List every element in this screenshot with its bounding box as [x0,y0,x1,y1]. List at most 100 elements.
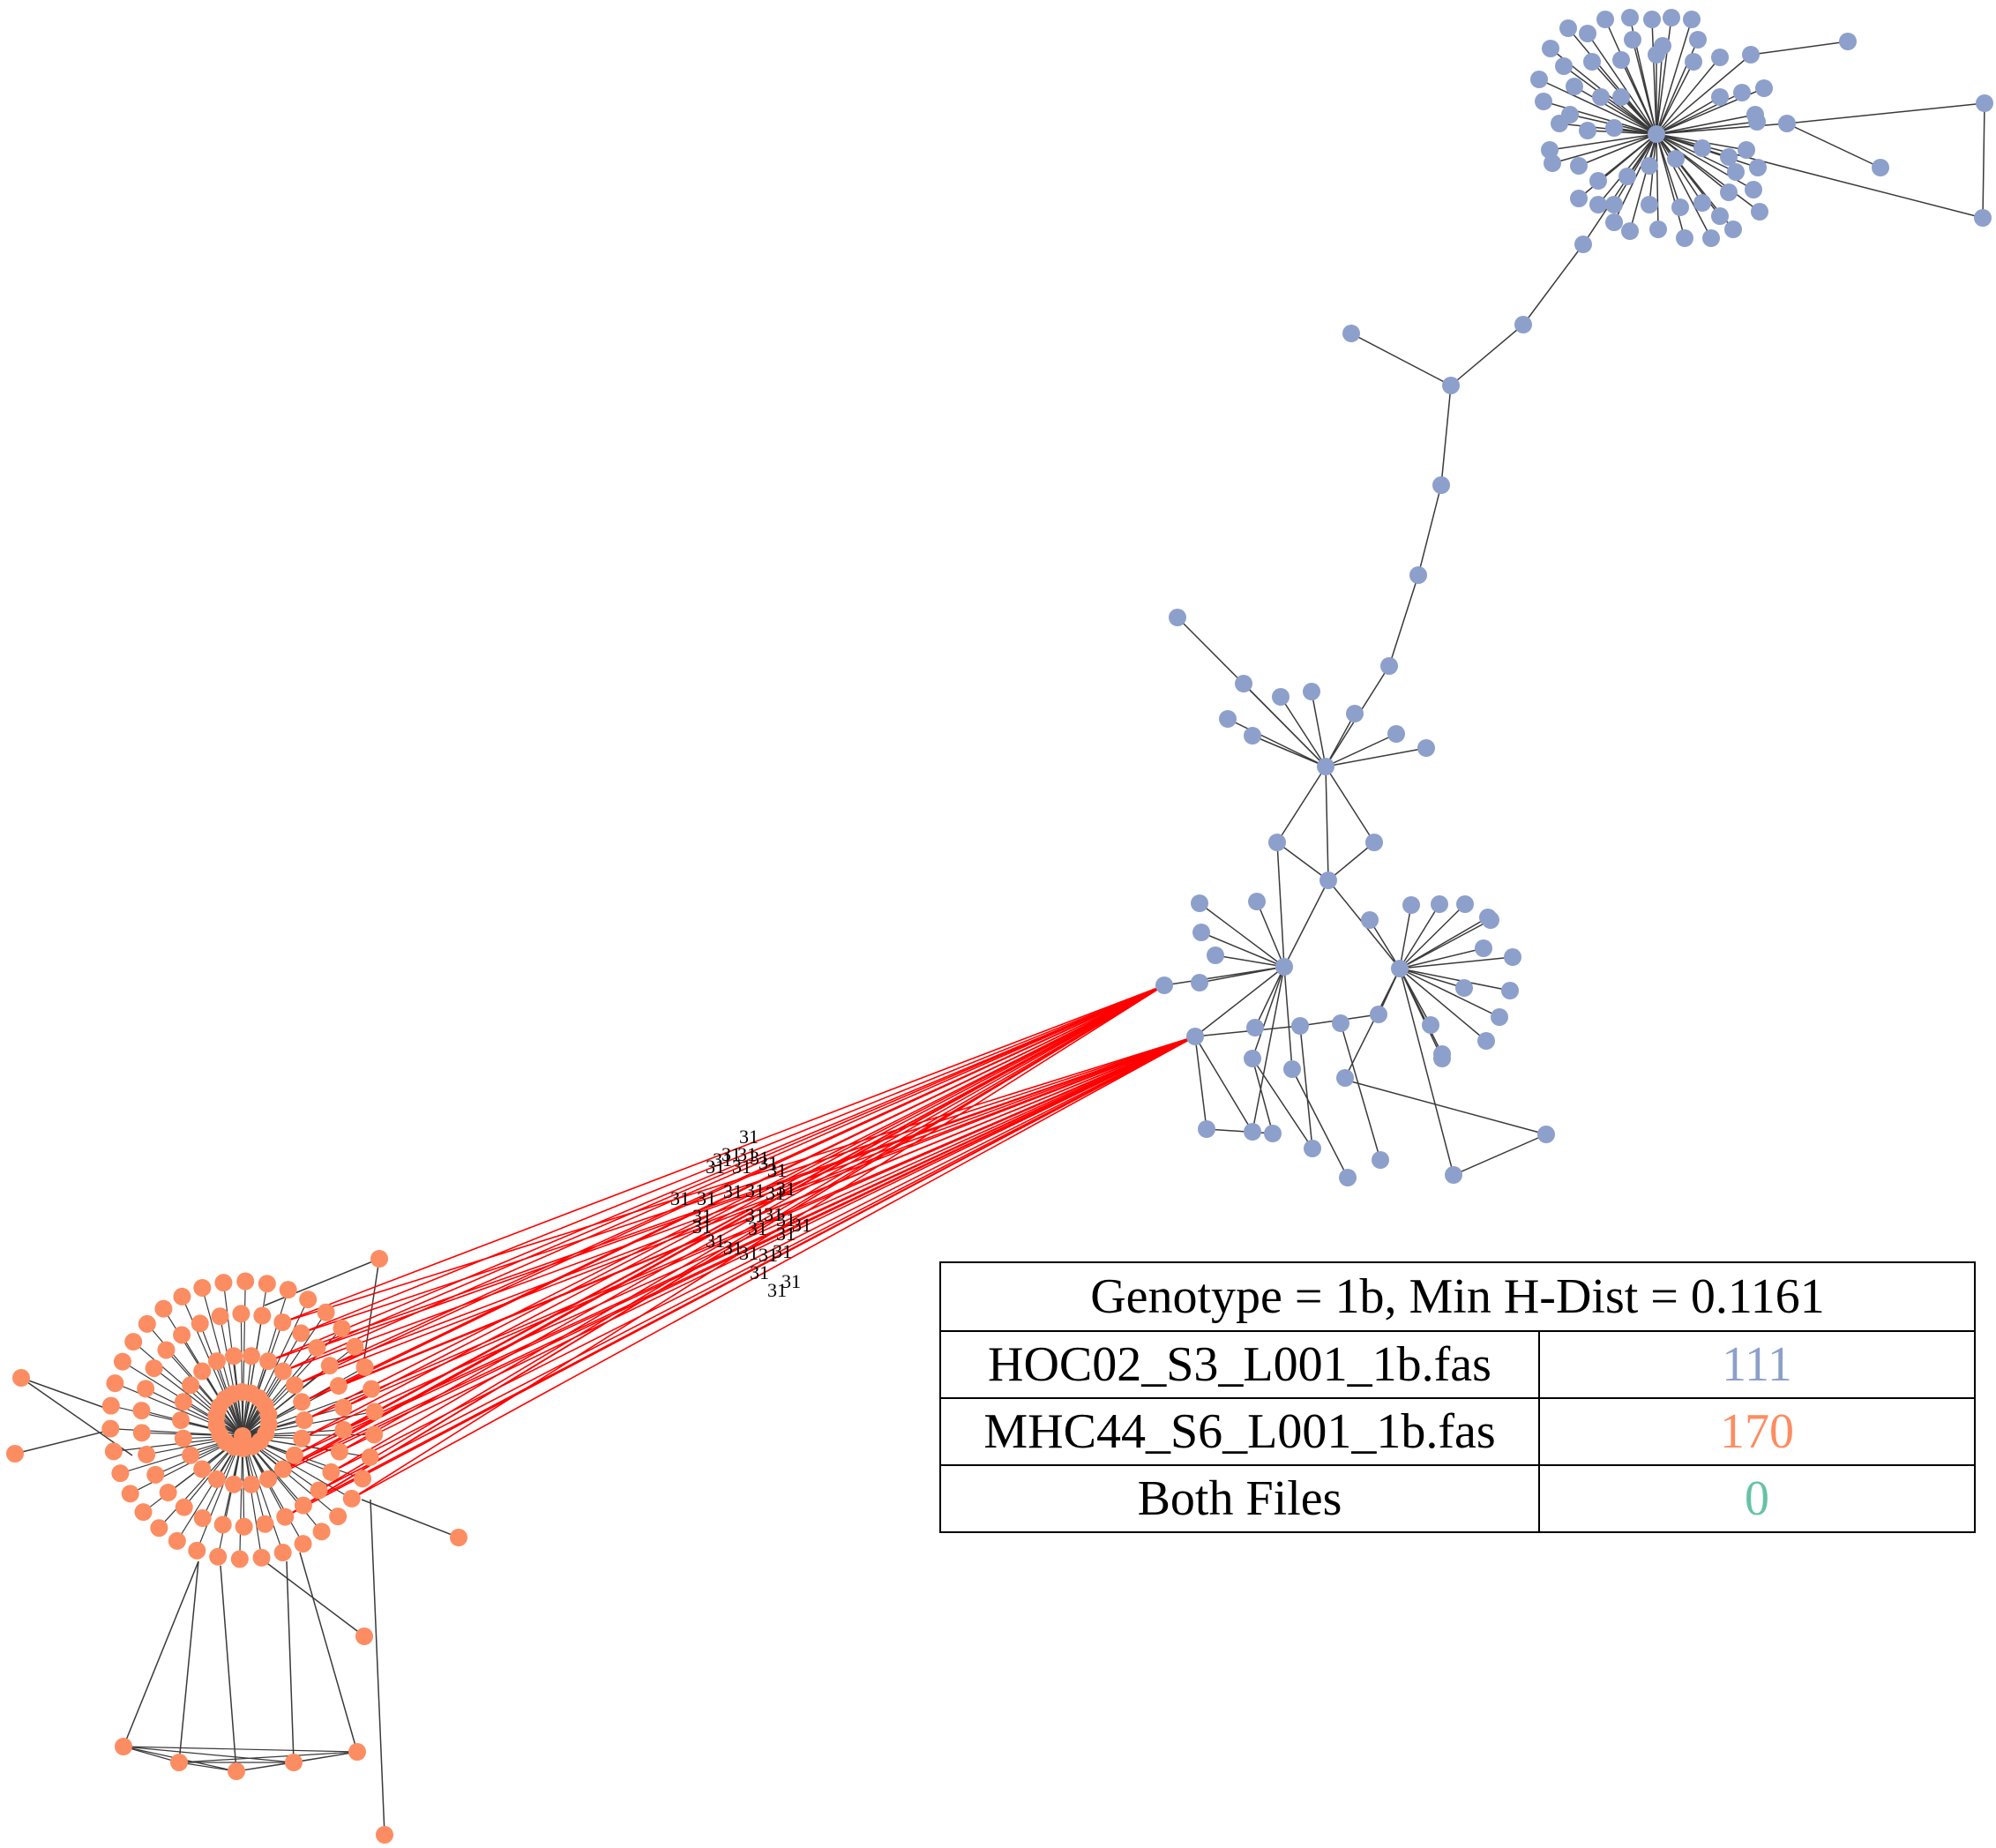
cross-file-edge [317,984,1165,1349]
node-file1 [1475,939,1492,957]
node-file1 [1605,213,1623,231]
edge [299,1552,358,1753]
cross-file-edge [342,1036,1196,1409]
node-file2 [256,1515,274,1533]
node-file1 [1748,113,1766,131]
edge [217,1435,243,1557]
edge [242,1321,283,1437]
node-file1 [1535,93,1552,110]
node-file1 [1186,1028,1204,1045]
edge-label: 31 [776,1223,796,1245]
node-file1 [1685,53,1702,71]
node-file2 [182,1376,200,1395]
node-file1 [1643,11,1661,28]
node-file1 [1693,194,1711,212]
edge [1163,966,1285,986]
node-file1 [1275,958,1293,976]
node-file1 [1592,88,1610,106]
node-file1 [1530,71,1548,88]
node-file2 [317,1303,335,1321]
node-file1 [1342,325,1360,342]
edge [123,1746,295,1763]
edge [20,1377,116,1412]
node-file1 [1720,183,1738,201]
edge [1276,766,1327,843]
edge [220,1565,237,1772]
edge [1656,133,1659,230]
edge [1340,1022,1381,1161]
node-file2 [191,1314,209,1333]
node-file2 [355,1627,373,1645]
edge [1399,968,1511,991]
node-file1 [1778,115,1796,132]
cross-file-edge [267,984,1165,1362]
node-file1 [1482,911,1499,929]
node-file1 [1336,1069,1354,1087]
edge [1399,903,1466,969]
node-file2 [188,1541,206,1560]
node-file1 [1649,221,1667,238]
edge [1563,65,1657,135]
node-file1 [1432,476,1450,494]
node-file2 [132,1424,151,1442]
node-file2 [299,1291,318,1309]
node-file2 [236,1272,255,1291]
node-file1 [1317,758,1334,775]
node-file1 [1566,78,1583,95]
legend-title: Genotype = 1b, Min H-Dist = 0.1161 [939,1261,1976,1332]
node-file1 [1445,1166,1462,1184]
edge-label: 31 [773,1240,792,1262]
node-file1 [1839,33,1857,50]
node-file2 [170,1754,188,1771]
cross-file-edge [343,984,1165,1431]
node-file2 [276,1508,295,1526]
node-file1 [1244,1123,1261,1141]
cross-file-edge [303,984,1165,1421]
node-file1 [1431,895,1448,913]
node-file1 [1624,31,1641,49]
legend-table: Genotype = 1b, Min H-Dist = 0.1161 HOC02… [939,1261,1976,1533]
cross-file-edge [301,1036,1196,1335]
edge [1440,385,1452,486]
edge [1252,735,1327,767]
node-file1 [1219,710,1237,728]
node-file1 [1570,190,1588,207]
edge [242,1435,284,1553]
node-file2 [235,1517,253,1536]
node-file1 [1555,57,1573,75]
node-file1 [1742,46,1760,64]
node-file1 [1693,139,1711,157]
cross-file-edge [339,984,1165,1453]
node-file2 [175,1498,193,1516]
node-file2 [273,1362,292,1380]
cross-file-edge [338,1036,1196,1387]
cross-file-edge [343,1036,1196,1431]
cross-file-edge [342,984,1165,1409]
node-file2 [355,1358,374,1376]
edge [1369,919,1401,969]
edge [1578,133,1657,167]
node-file1 [1372,1151,1389,1169]
node-file1 [1711,207,1729,225]
node-file2 [137,1380,155,1398]
edge [1350,333,1452,386]
edge-label: 31 [723,1180,743,1202]
node-file2 [232,1305,250,1323]
edge [1567,27,1657,135]
edge [361,1499,460,1538]
node-file2 [213,1515,232,1534]
cross-file-edge [329,984,1165,1366]
edge-label: 31 [706,1156,725,1178]
node-file2 [259,1352,278,1371]
edge [1325,766,1375,843]
node-file2 [134,1503,153,1522]
node-file1 [1319,872,1337,889]
edge [123,1746,358,1753]
node-file2 [293,1429,311,1448]
node-file1 [1264,1125,1282,1142]
cross-file-edge [284,984,1165,1518]
node-file1 [1727,163,1745,181]
edge [1587,130,1657,135]
edge [1252,966,1285,1133]
node-file1 [1370,1006,1387,1023]
